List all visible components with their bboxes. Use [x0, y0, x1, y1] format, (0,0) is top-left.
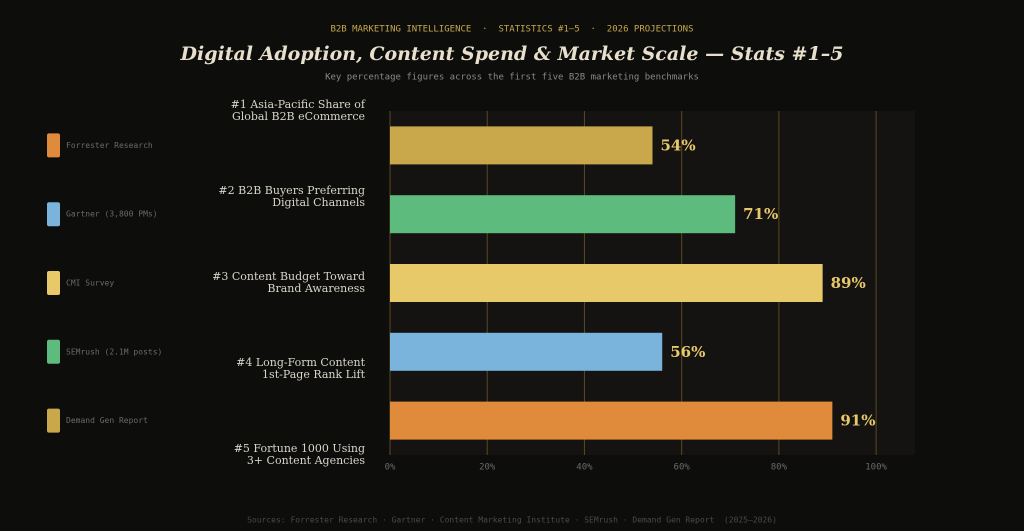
legend-swatch — [47, 202, 60, 227]
legend-label: Forrester Research — [66, 141, 153, 150]
bar — [390, 401, 833, 440]
value-label: 54% — [661, 136, 696, 154]
y-tick-label: #2 B2B Buyers Preferring — [218, 184, 365, 197]
chart-title: Digital Adoption, Content Spend & Market… — [180, 43, 844, 65]
x-tick-label: 60% — [674, 463, 691, 473]
legend-swatch — [47, 408, 60, 433]
value-label: 71% — [743, 205, 778, 223]
y-tick-label: Digital Channels — [272, 196, 365, 209]
legend-label: SEMrush (2.1M posts) — [66, 347, 162, 356]
supertitle: B2B MARKETING INTELLIGENCE · STATISTICS … — [330, 25, 693, 35]
y-tick-label: 1st-Page Rank Lift — [262, 368, 366, 381]
legend-label: CMI Survey — [66, 279, 114, 288]
legend-swatch — [47, 133, 60, 158]
y-tick-label: Brand Awareness — [267, 282, 365, 295]
value-label: 89% — [831, 274, 866, 292]
y-tick-label: #4 Long-Form Content — [236, 356, 365, 369]
y-tick-label: #1 Asia-Pacific Share of — [231, 98, 366, 111]
value-label: 91% — [840, 412, 875, 430]
legend-label: Gartner (3,800 PMs) — [66, 210, 158, 219]
x-tick-label: 80% — [771, 463, 788, 473]
y-tick-label: Global B2B eCommerce — [232, 110, 365, 123]
y-tick-label: #5 Fortune 1000 Using — [234, 442, 365, 455]
x-tick-label: 100% — [865, 463, 887, 473]
legend-swatch — [47, 271, 60, 295]
legend-label: Demand Gen Report — [66, 416, 148, 425]
y-tick-label: #3 Content Budget Toward — [212, 270, 365, 283]
x-tick-label: 20% — [479, 463, 496, 473]
x-tick-label: 0% — [385, 463, 396, 473]
value-label: 56% — [670, 343, 705, 361]
bar — [390, 195, 736, 234]
bar — [390, 332, 663, 371]
y-tick-label: 3+ Content Agencies — [247, 454, 366, 467]
bar — [390, 264, 823, 302]
x-tick-label: 40% — [576, 463, 593, 473]
legend-swatch — [47, 339, 60, 364]
bar — [390, 126, 653, 165]
footer: Sources: Forrester Research · Gartner · … — [247, 516, 777, 525]
subtitle: Key percentage figures across the first … — [325, 73, 699, 83]
